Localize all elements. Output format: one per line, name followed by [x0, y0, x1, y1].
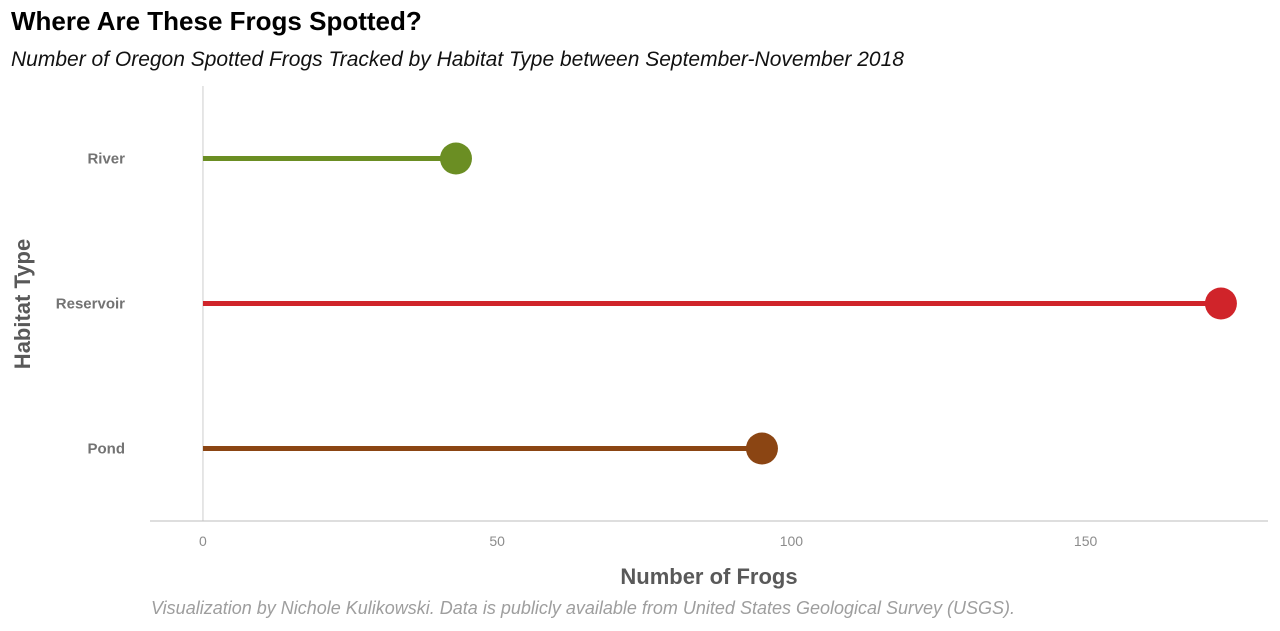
lollipop-point-pond — [745, 432, 778, 465]
x-tick-label: 50 — [489, 533, 505, 549]
plot-area: 0 50 100 150 River Reservoir Pond — [56, 86, 1268, 549]
y-tick-label: River — [87, 151, 125, 168]
x-tick-label: 0 — [199, 533, 207, 549]
chart-title: Where Are These Frogs Spotted? — [11, 6, 422, 36]
x-tick-label: 150 — [1074, 533, 1098, 549]
lollipop-point-river — [439, 142, 472, 175]
x-tick-label: 100 — [780, 533, 804, 549]
y-tick-label: Pond — [88, 441, 126, 458]
y-axis-label: Habitat Type — [10, 239, 35, 369]
y-tick-label: Reservoir — [56, 296, 125, 313]
x-axis-label: Number of Frogs — [620, 564, 797, 589]
caption: Visualization by Nichole Kulikowski. Dat… — [151, 598, 1016, 618]
lollipop-point-reservoir — [1204, 287, 1237, 320]
chart-subtitle: Number of Oregon Spotted Frogs Tracked b… — [11, 48, 904, 71]
